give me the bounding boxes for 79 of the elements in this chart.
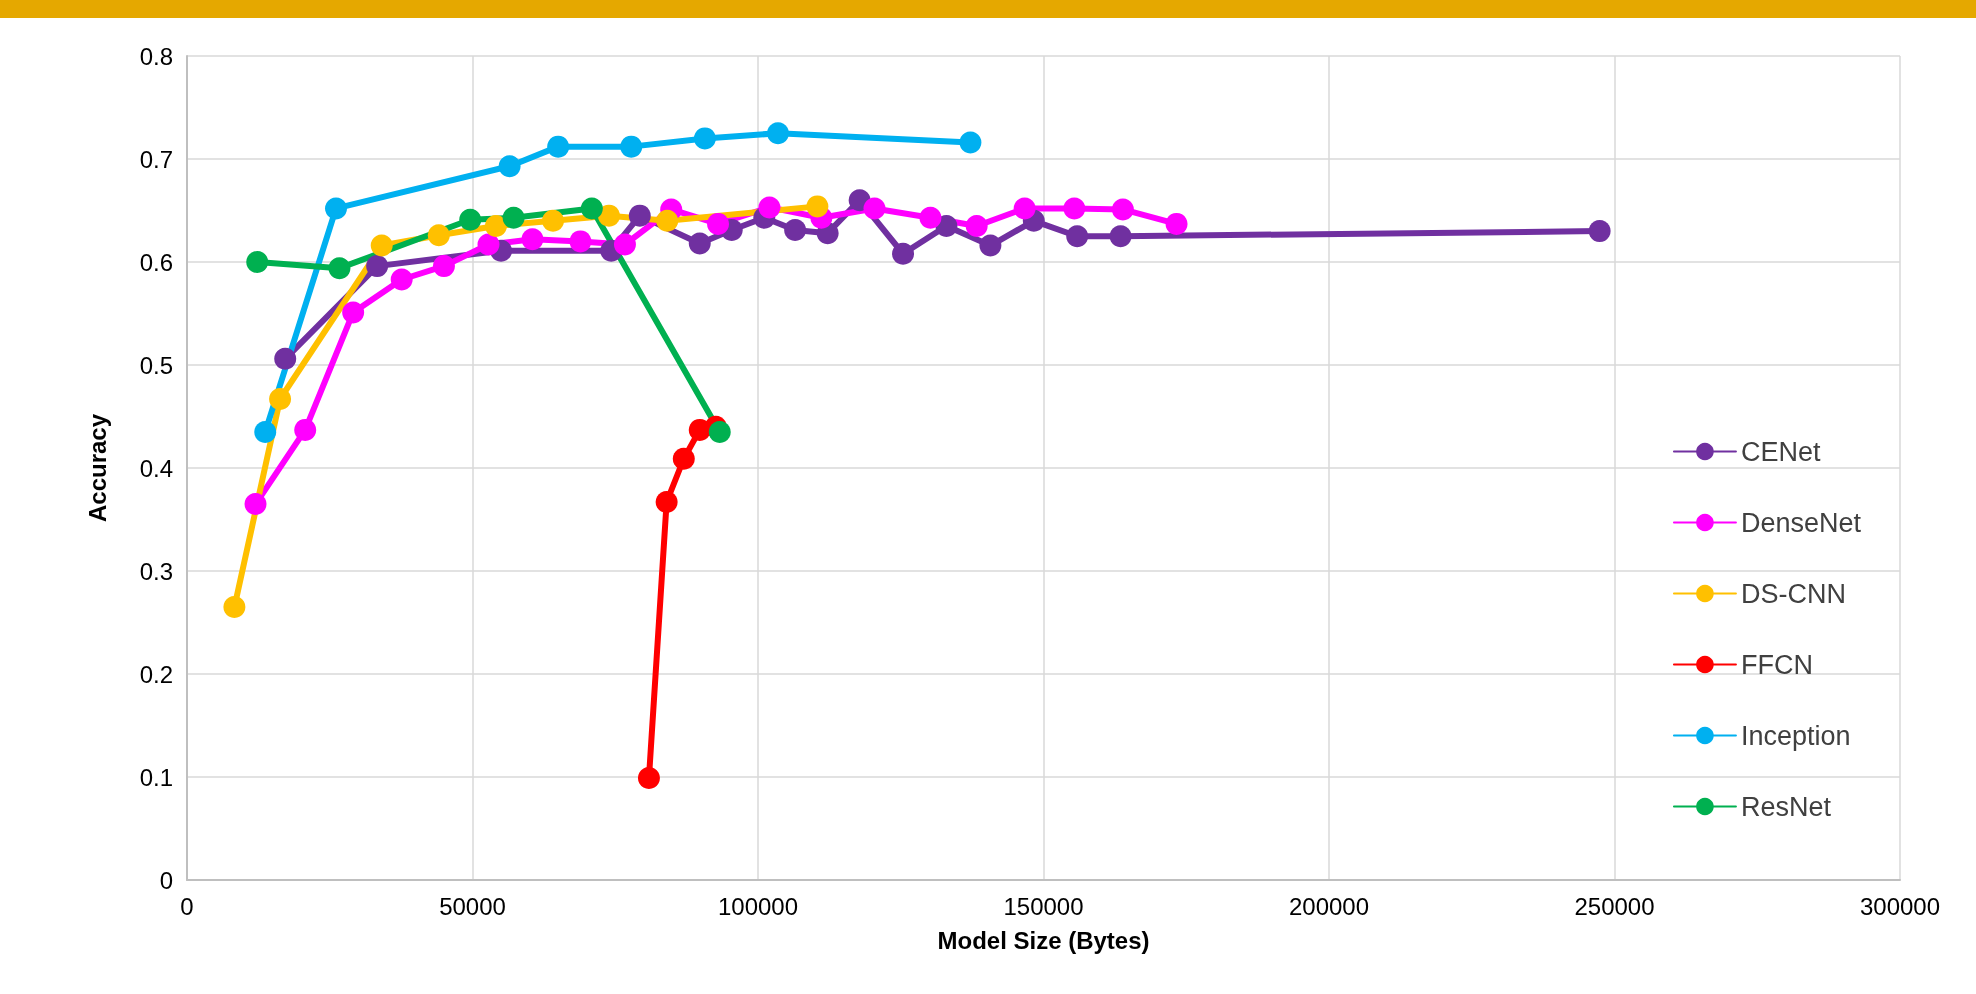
- y-tick-label: 0.5: [139, 351, 173, 379]
- point: [580, 197, 603, 220]
- x-axis-title: Model Size (Bytes): [937, 926, 1150, 954]
- point: [919, 206, 942, 229]
- point: [294, 418, 317, 441]
- point: [688, 232, 711, 255]
- point: [328, 257, 351, 280]
- point: [767, 122, 789, 145]
- point: [656, 209, 679, 232]
- point: [959, 131, 982, 154]
- point: [758, 196, 781, 219]
- x-tick-label: 0: [180, 892, 194, 920]
- point: [1066, 225, 1089, 248]
- point: [390, 268, 413, 291]
- point: [1013, 197, 1036, 220]
- point: [498, 155, 521, 178]
- point: [597, 204, 620, 227]
- point: [477, 233, 500, 256]
- point: [484, 214, 507, 237]
- y-tick-label: 0.3: [139, 557, 173, 585]
- legend-label: FFCN: [1740, 649, 1813, 680]
- point: [244, 493, 267, 516]
- point: [1111, 198, 1134, 221]
- point: [620, 135, 643, 158]
- y-tick-label: 0.4: [139, 454, 173, 482]
- point: [274, 347, 297, 370]
- x-tick-label: 200000: [1288, 892, 1370, 920]
- point: [432, 255, 455, 278]
- point: [223, 596, 246, 619]
- point: [366, 255, 389, 278]
- point: [1109, 225, 1132, 248]
- y-axis-title: Accuracy: [83, 413, 111, 523]
- legend-label: ResNet: [1740, 791, 1832, 822]
- point: [892, 242, 915, 265]
- point: [628, 204, 651, 227]
- point: [708, 420, 731, 443]
- y-tick-label: 0.2: [139, 660, 173, 688]
- point: [693, 127, 716, 150]
- x-tick-label: 100000: [717, 892, 799, 920]
- point: [427, 224, 450, 247]
- point: [613, 233, 636, 256]
- point: [965, 214, 988, 237]
- y-tick-label: 0.6: [139, 248, 173, 276]
- point: [370, 234, 393, 257]
- point: [784, 219, 807, 242]
- legend-label: Inception: [1740, 720, 1851, 751]
- point: [246, 251, 269, 273]
- point: [806, 195, 829, 218]
- point: [672, 447, 695, 470]
- legend-label: DS-CNN: [1740, 578, 1846, 609]
- point: [547, 135, 570, 158]
- point: [863, 197, 886, 220]
- point: [459, 208, 482, 231]
- point: [637, 767, 660, 790]
- x-tick-label: 150000: [1003, 892, 1084, 920]
- point: [979, 234, 1002, 257]
- point: [502, 206, 525, 229]
- legend-label: CENet: [1740, 436, 1821, 467]
- point: [1063, 197, 1086, 220]
- point: [1588, 220, 1611, 243]
- y-tick-label: 0.8: [139, 42, 173, 70]
- y-tick-label: 0.7: [139, 145, 173, 173]
- legend-label: DenseNet: [1740, 507, 1862, 538]
- point: [1165, 212, 1188, 235]
- x-tick-label: 300000: [1859, 892, 1941, 920]
- x-tick-label: 250000: [1574, 892, 1655, 920]
- point: [707, 212, 730, 235]
- point: [254, 420, 277, 443]
- point: [325, 197, 348, 220]
- point: [542, 209, 565, 232]
- point: [935, 214, 958, 237]
- point: [655, 491, 678, 513]
- point: [269, 388, 292, 410]
- point: [342, 301, 365, 324]
- y-tick-label: 0: [159, 866, 173, 894]
- point: [521, 228, 544, 251]
- point: [569, 230, 592, 253]
- x-tick-label: 50000: [439, 892, 506, 920]
- y-tick-label: 0.1: [139, 763, 173, 791]
